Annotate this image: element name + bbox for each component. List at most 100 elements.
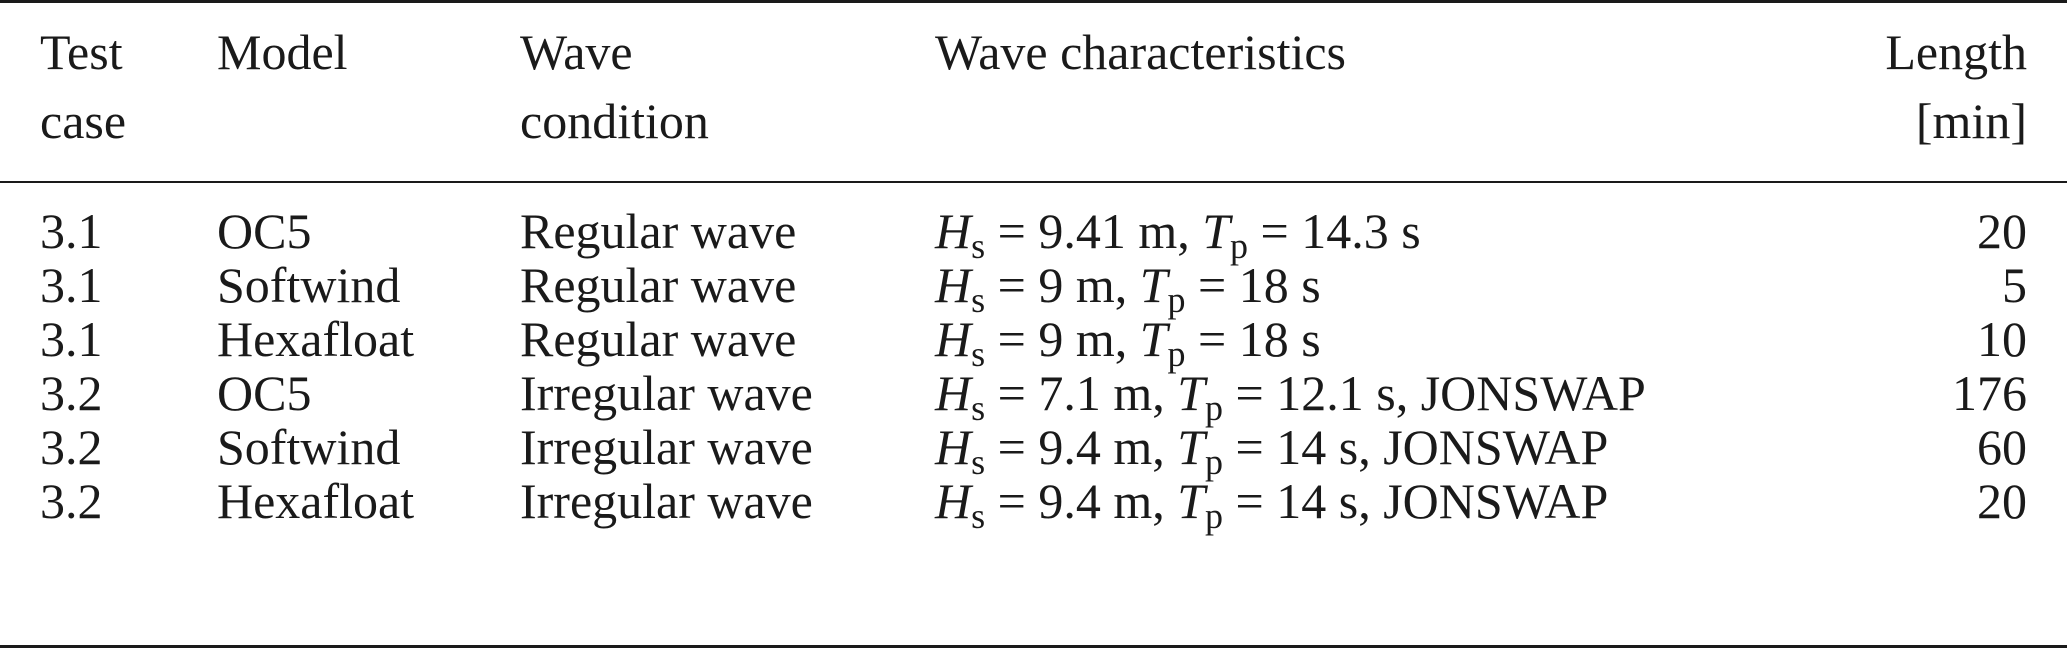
tp-subscript: p xyxy=(1167,334,1186,375)
cell-wave-condition: Regular wave xyxy=(520,257,797,313)
hs-symbol: H xyxy=(935,311,972,367)
cell-test-case: 3.2 xyxy=(40,365,103,421)
cell-model: OC5 xyxy=(217,203,312,259)
tp-symbol: T xyxy=(1177,473,1206,529)
equals-sign: = xyxy=(1198,311,1227,367)
equals-sign: = xyxy=(997,311,1026,367)
hs-subscript: s xyxy=(971,388,986,429)
header-wave-characteristics: Wave characteristics xyxy=(935,24,1347,80)
hs-subscript: s xyxy=(971,496,986,537)
cell-model: OC5 xyxy=(217,365,312,421)
hs-symbol: H xyxy=(935,365,972,421)
equals-sign: = xyxy=(997,365,1026,421)
cell-model: Hexafloat xyxy=(217,311,415,367)
hs-value: 9.4 m xyxy=(1038,473,1153,529)
cell-length: 5 xyxy=(2002,257,2027,313)
header-wave-condition: Wave condition xyxy=(520,24,709,149)
equals-sign: = xyxy=(1235,419,1264,475)
separator: , xyxy=(1152,419,1165,475)
tp-subscript: p xyxy=(1205,388,1224,429)
spectrum-value: JONSWAP xyxy=(1383,473,1609,529)
separator: , xyxy=(1358,473,1371,529)
top-rule xyxy=(0,0,2067,3)
separator: , xyxy=(1114,257,1128,313)
hs-subscript: s xyxy=(971,226,986,267)
hs-value: 9 m xyxy=(1038,311,1115,367)
equals-sign: = xyxy=(997,419,1026,475)
tp-subscript: p xyxy=(1205,442,1224,483)
spectrum-value: JONSWAP xyxy=(1420,365,1646,421)
cell-model: Softwind xyxy=(217,257,401,313)
tp-symbol: T xyxy=(1177,419,1206,475)
equals-sign: = xyxy=(997,203,1026,259)
header-length: Length [min] xyxy=(1885,24,2027,149)
cell-wave-condition: Regular wave xyxy=(520,311,797,367)
cell-test-case: 3.1 xyxy=(40,257,103,313)
cell-model: Hexafloat xyxy=(217,473,415,529)
cell-test-case: 3.2 xyxy=(40,419,103,475)
hs-subscript: s xyxy=(971,442,986,483)
tp-symbol: T xyxy=(1139,257,1168,313)
header-model: Model xyxy=(217,24,348,80)
hs-subscript: s xyxy=(971,280,986,321)
cell-wave-characteristics: Hs = 9.4 m, Tp = 14 s, JONSWAP xyxy=(935,467,1608,541)
cell-wave-characteristics: Hs = 9.4 m, Tp = 14 s, JONSWAP xyxy=(935,413,1608,487)
hs-value: 7.1 m xyxy=(1038,365,1153,421)
table-row: 3.1 Hexafloat Regular wave Hs = 9 m, Tp … xyxy=(0,305,2067,376)
tp-symbol: T xyxy=(1139,311,1168,367)
tp-value: 14 s xyxy=(1276,473,1359,529)
tp-value: 18 s xyxy=(1238,311,1321,367)
cell-length: 20 xyxy=(1977,473,2027,529)
separator: , xyxy=(1152,365,1165,421)
cell-wave-characteristics: Hs = 9 m, Tp = 18 s xyxy=(935,305,1321,379)
equals-sign: = xyxy=(1235,473,1264,529)
table-row: 3.1 Softwind Regular wave Hs = 9 m, Tp =… xyxy=(0,251,2067,322)
hs-value: 9.41 m xyxy=(1038,203,1178,259)
separator: , xyxy=(1358,419,1371,475)
cell-wave-condition: Irregular wave xyxy=(520,365,813,421)
equals-sign: = xyxy=(997,473,1026,529)
separator: , xyxy=(1177,203,1190,259)
hs-value: 9.4 m xyxy=(1038,419,1153,475)
tp-subscript: p xyxy=(1205,496,1224,537)
hs-symbol: H xyxy=(935,203,972,259)
cell-wave-characteristics: Hs = 9.41 m, Tp = 14.3 s xyxy=(935,197,1421,271)
tp-symbol: T xyxy=(1177,365,1206,421)
cell-wave-characteristics: Hs = 9 m, Tp = 18 s xyxy=(935,251,1321,325)
table-row: 3.1 OC5 Regular wave Hs = 9.41 m, Tp = 1… xyxy=(0,197,2067,268)
cell-length: 10 xyxy=(1977,311,2027,367)
separator: , xyxy=(1152,473,1165,529)
separator: , xyxy=(1395,365,1409,421)
cell-wave-characteristics: Hs = 7.1 m, Tp = 12.1 s, JONSWAP xyxy=(935,359,1646,433)
cell-length: 176 xyxy=(1952,365,2027,421)
equals-sign: = xyxy=(1235,365,1264,421)
equals-sign: = xyxy=(1260,203,1289,259)
cell-model: Softwind xyxy=(217,419,401,475)
cell-test-case: 3.2 xyxy=(40,473,103,529)
bottom-rule xyxy=(0,645,2067,648)
tp-value: 14.3 s xyxy=(1301,203,1421,259)
cell-wave-condition: Irregular wave xyxy=(520,473,813,529)
hs-value: 9 m xyxy=(1038,257,1115,313)
hs-symbol: H xyxy=(935,419,972,475)
equals-sign: = xyxy=(997,257,1026,313)
spectrum-value: JONSWAP xyxy=(1383,419,1609,475)
table-row: 3.2 OC5 Irregular wave Hs = 7.1 m, Tp = … xyxy=(0,359,2067,430)
hs-symbol: H xyxy=(935,473,972,529)
hs-subscript: s xyxy=(971,334,986,375)
cell-length: 60 xyxy=(1977,419,2027,475)
tp-subscript: p xyxy=(1230,226,1249,267)
cell-length: 20 xyxy=(1977,203,2027,259)
header-rule xyxy=(0,181,2067,183)
equals-sign: = xyxy=(1198,257,1227,313)
tp-value: 12.1 s xyxy=(1276,365,1396,421)
cell-test-case: 3.1 xyxy=(40,311,103,367)
table-row: 3.2 Softwind Irregular wave Hs = 9.4 m, … xyxy=(0,413,2067,484)
separator: , xyxy=(1114,311,1128,367)
cell-test-case: 3.1 xyxy=(40,203,103,259)
cell-wave-condition: Regular wave xyxy=(520,203,797,259)
hs-symbol: H xyxy=(935,257,972,313)
table-row: 3.2 Hexafloat Irregular wave Hs = 9.4 m,… xyxy=(0,467,2067,538)
header-test-case: Test case xyxy=(40,24,127,149)
tp-value: 14 s xyxy=(1276,419,1359,475)
